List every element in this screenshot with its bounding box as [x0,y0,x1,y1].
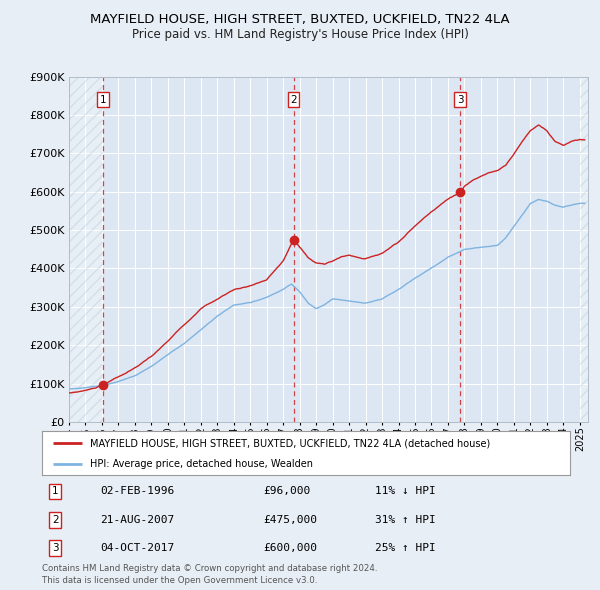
Text: 2: 2 [290,95,297,104]
Text: 3: 3 [457,95,464,104]
Text: 04-OCT-2017: 04-OCT-2017 [100,543,175,553]
Text: 3: 3 [52,543,59,553]
Text: 21-AUG-2007: 21-AUG-2007 [100,515,175,525]
Text: 11% ↓ HPI: 11% ↓ HPI [374,487,436,496]
Text: Contains HM Land Registry data © Crown copyright and database right 2024.: Contains HM Land Registry data © Crown c… [42,565,377,573]
Text: Price paid vs. HM Land Registry's House Price Index (HPI): Price paid vs. HM Land Registry's House … [131,28,469,41]
Text: 1: 1 [100,95,107,104]
Bar [69,77,103,422]
Text: £600,000: £600,000 [264,543,318,553]
Text: 31% ↑ HPI: 31% ↑ HPI [374,515,436,525]
Text: 25% ↑ HPI: 25% ↑ HPI [374,543,436,553]
Text: 1: 1 [52,487,59,496]
Text: HPI: Average price, detached house, Wealden: HPI: Average price, detached house, Weal… [89,459,313,469]
Text: £475,000: £475,000 [264,515,318,525]
Text: MAYFIELD HOUSE, HIGH STREET, BUXTED, UCKFIELD, TN22 4LA: MAYFIELD HOUSE, HIGH STREET, BUXTED, UCK… [90,13,510,26]
Text: MAYFIELD HOUSE, HIGH STREET, BUXTED, UCKFIELD, TN22 4LA (detached house): MAYFIELD HOUSE, HIGH STREET, BUXTED, UCK… [89,438,490,448]
Text: 02-FEB-1996: 02-FEB-1996 [100,487,175,496]
Text: 2: 2 [52,515,59,525]
Text: £96,000: £96,000 [264,487,311,496]
Bar [580,77,588,422]
Text: This data is licensed under the Open Government Licence v3.0.: This data is licensed under the Open Gov… [42,576,317,585]
